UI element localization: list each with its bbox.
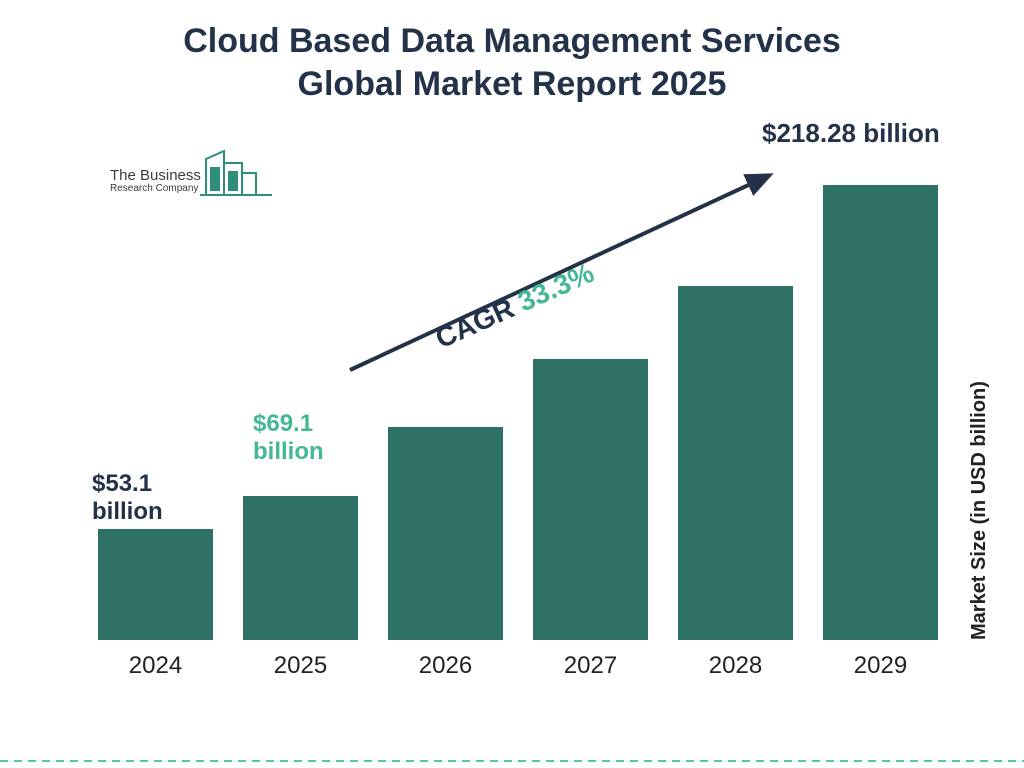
xlabel-2029: 2029: [823, 652, 938, 680]
xlabel-2024: 2024: [98, 652, 213, 680]
bar-2027: [533, 359, 648, 640]
y-axis-label: Market Size (in USD billion): [968, 381, 991, 640]
bar-2025: [243, 496, 358, 640]
xlabel-2028: 2028: [678, 652, 793, 680]
peak-value-label: $218.28 billion: [762, 118, 940, 149]
bar-2024: [98, 529, 213, 640]
footer-divider: [0, 759, 1024, 763]
xlabel-2027: 2027: [533, 652, 648, 680]
bar-2028: [678, 286, 793, 640]
chart-bars: [90, 150, 950, 640]
xlabel-2025: 2025: [243, 652, 358, 680]
bar-chart: 2024 2025 2026 2027 2028 2029: [90, 150, 950, 680]
xlabel-2026: 2026: [388, 652, 503, 680]
bar-2026: [388, 427, 503, 640]
page: Cloud Based Data Management Services Glo…: [0, 0, 1024, 768]
bar-2029: [823, 185, 938, 640]
